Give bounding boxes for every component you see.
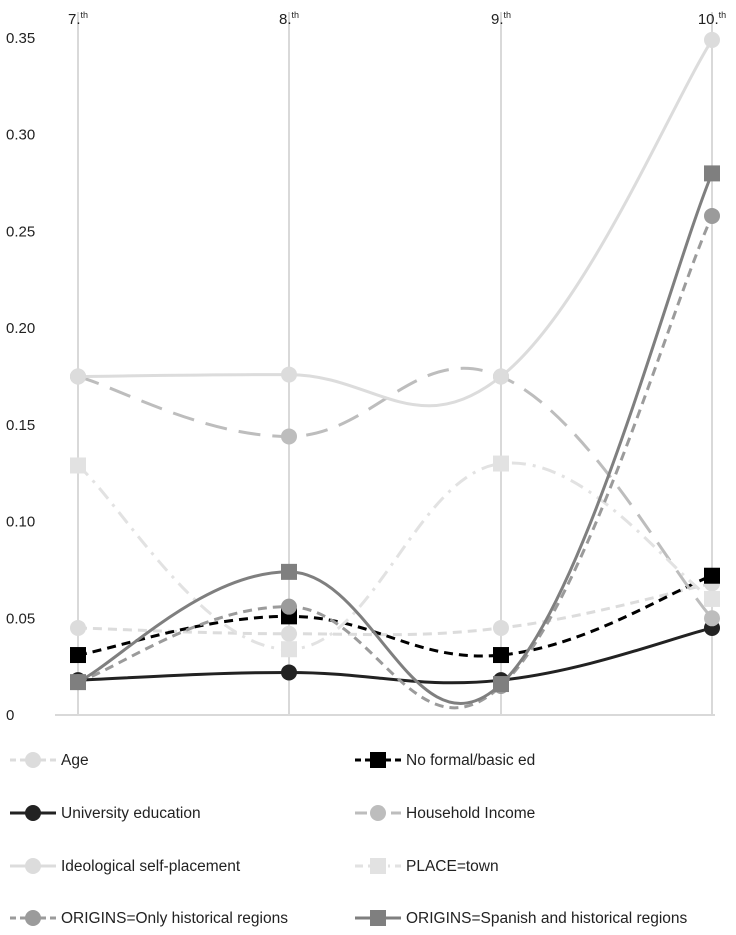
legend-item: PLACE=town: [355, 858, 499, 875]
data-point: [70, 674, 86, 691]
legend-item: ORIGINS=Spanish and historical regions: [355, 910, 688, 927]
legend-swatch-marker: [25, 858, 41, 874]
data-point: [70, 457, 86, 474]
data-point: [70, 619, 86, 636]
x-tick-label: 7.th: [68, 10, 88, 28]
series-lines: [77, 39, 714, 710]
x-tick-label: 8.th: [279, 10, 299, 28]
y-tick-label: 0.30: [6, 127, 35, 144]
data-point: [493, 368, 509, 385]
legend-label: PLACE=town: [406, 858, 499, 875]
x-tick-label: 10.th: [698, 10, 726, 28]
data-point: [70, 368, 86, 385]
legend-swatch-marker: [370, 858, 386, 874]
y-tick-label: 0.35: [6, 30, 35, 47]
legend-item: University education: [10, 805, 201, 822]
data-point: [281, 598, 297, 615]
data-point: [704, 165, 720, 182]
data-point: [493, 676, 509, 693]
legend: Age No formal/basic ed University educatio…: [10, 752, 688, 927]
data-point: [281, 563, 297, 580]
series-line: [77, 582, 713, 637]
data-point: [281, 641, 297, 658]
data-point: [704, 610, 720, 627]
y-tick-label: 0.15: [6, 417, 35, 434]
data-point: [493, 619, 509, 636]
y-axis-ticks: 0 0.05 0.10 0.15 0.20 0.25 0.30 0.35: [6, 30, 35, 724]
legend-label: University education: [61, 805, 201, 822]
legend-item: No formal/basic ed: [355, 752, 535, 769]
series-line: [77, 172, 714, 705]
data-point: [70, 647, 86, 664]
series-line: [77, 626, 713, 685]
legend-label: ORIGINS=Only historical regions: [61, 910, 288, 927]
legend-item: ORIGINS=Only historical regions: [10, 910, 288, 927]
gridlines: [55, 12, 715, 716]
legend-label: Household Income: [406, 805, 535, 822]
data-point: [704, 207, 720, 224]
series-line: [77, 39, 714, 408]
legend-swatch-marker: [25, 910, 41, 926]
data-point: [493, 455, 509, 472]
data-point: [281, 625, 297, 642]
legend-swatch-marker: [370, 910, 386, 926]
legend-item: Age: [10, 752, 89, 769]
data-point: [281, 366, 297, 383]
legend-swatch-marker: [25, 805, 41, 821]
legend-label: ORIGINS=Spanish and historical regions: [406, 910, 688, 927]
x-axis-ticks: 7.th 8.th 9.th 10.th: [68, 10, 726, 28]
y-tick-label: 0.20: [6, 320, 35, 337]
data-point: [281, 428, 297, 445]
legend-label: No formal/basic ed: [406, 752, 535, 769]
data-point: [493, 647, 509, 664]
legend-label: Age: [61, 752, 89, 769]
legend-item: Ideological self-placement: [10, 858, 241, 875]
legend-swatch-marker: [25, 752, 41, 768]
legend-swatch-marker: [370, 805, 386, 821]
data-point: [704, 590, 720, 607]
data-point: [281, 664, 297, 681]
series-line: [77, 461, 713, 651]
y-tick-label: 0.25: [6, 223, 35, 240]
data-point: [704, 31, 720, 48]
series-markers: [70, 31, 720, 694]
legend-label: Ideological self-placement: [61, 858, 241, 875]
y-tick-label: 0.10: [6, 514, 35, 531]
series-line: [77, 215, 714, 710]
series-line: [77, 574, 713, 658]
legend-item: Household Income: [355, 805, 535, 822]
x-tick-label: 9.th: [491, 10, 511, 28]
data-point: [704, 567, 720, 584]
y-tick-label: 0: [6, 707, 14, 724]
series-line: [77, 366, 714, 620]
y-tick-label: 0.05: [6, 610, 35, 627]
legend-swatch-marker: [370, 752, 386, 768]
